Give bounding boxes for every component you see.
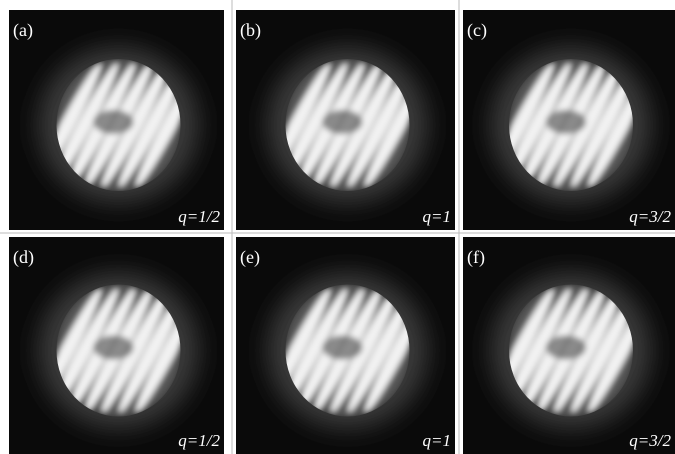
panel-caption: q=1 [423,431,451,450]
fringe [119,63,181,187]
panel: (a) q=1/2 [9,10,224,230]
panel: (b) q=1 [236,10,455,230]
fringe [571,288,633,413]
center-shadow [93,110,134,134]
fringes [56,284,181,417]
fringe [365,63,410,187]
fringe [588,63,633,187]
panel-label: (b) [240,20,261,41]
fringe [348,288,410,413]
fringes [509,284,633,417]
fringe [285,288,330,413]
panel-label: (f) [467,247,485,268]
fringe [509,63,571,187]
fringe [285,63,347,187]
center-shadow [93,335,134,360]
fringe [136,288,181,413]
panel-label: (d) [13,247,34,268]
fringe [285,63,330,187]
panel-label: (c) [467,20,487,41]
fringe [102,288,169,413]
panel-caption: q=1 [423,207,451,226]
fringe [509,288,571,413]
fringes [285,284,410,417]
fringe [56,288,101,413]
panel-label: (a) [13,20,33,41]
fringe [119,288,181,413]
panel-label: (e) [240,247,260,268]
fringe [56,63,118,187]
fringes [56,59,181,191]
fringe [509,63,554,187]
fringe [331,63,398,187]
center-shadow [322,110,363,134]
fringe [509,288,554,413]
center-shadow [546,335,586,360]
panel: (d) q=1/2 [9,237,224,454]
fringes [285,59,410,191]
fringe [554,288,622,413]
center-shadow [322,335,363,360]
fringe [285,288,347,413]
fringe [56,63,101,187]
panel: (c) q=3/2 [463,10,675,230]
panel: (f) q=3/2 [463,237,675,454]
fringe [365,288,410,413]
panel: (e) q=1 [236,237,455,454]
fringe [136,63,181,187]
panel-caption: q=1/2 [178,207,220,226]
center-shadow [546,110,586,134]
panel-caption: q=3/2 [629,207,671,226]
fringe [554,63,622,187]
fringe [571,63,633,187]
fringe [348,63,410,187]
fringe [102,63,169,187]
panel-caption: q=3/2 [629,431,671,450]
panel-caption: q=1/2 [178,431,220,450]
fringe [56,288,118,413]
fringe [588,288,633,413]
fringes [509,59,633,191]
fringe [331,288,398,413]
